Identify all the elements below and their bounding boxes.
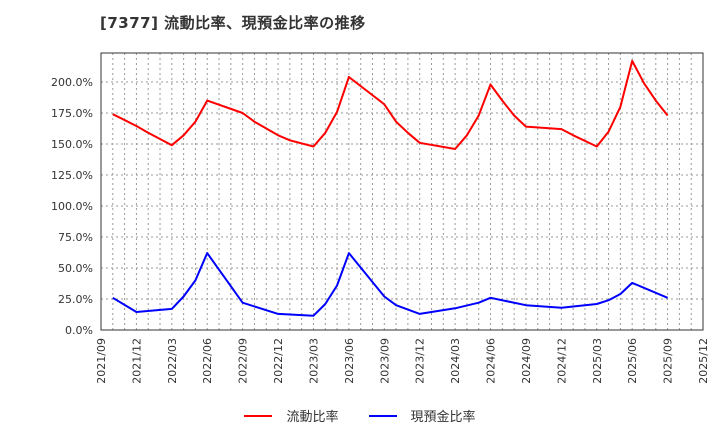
legend-label: 現預金比率 <box>410 410 476 425</box>
x-tick-label: 2023/06 <box>343 338 356 384</box>
x-tick-label: 2022/06 <box>201 338 214 384</box>
y-tick-label: 25.0% <box>58 293 93 306</box>
x-tick-label: 2023/09 <box>378 338 391 384</box>
series-line <box>112 252 668 317</box>
legend: 流動比率 現預金比率 <box>0 406 720 425</box>
y-tick-label: 125.0% <box>51 169 93 182</box>
x-tick-label: 2024/06 <box>485 338 498 384</box>
y-tick-label: 0.0% <box>65 324 93 337</box>
y-tick-label: 150.0% <box>51 138 93 151</box>
series-line <box>112 59 669 150</box>
chart-title: [7377] 流動比率、現預金比率の推移 <box>100 14 366 32</box>
x-tick-label: 2022/03 <box>166 338 179 384</box>
x-tick-label: 2021/09 <box>95 338 108 384</box>
legend-swatch-red <box>244 414 273 417</box>
y-tick-label: 100.0% <box>51 200 93 213</box>
legend-item-current-ratio: 流動比率 <box>244 406 339 425</box>
y-tick-label: 75.0% <box>58 231 93 244</box>
x-tick-label: 2025/03 <box>591 338 604 384</box>
x-tick-label: 2025/06 <box>626 338 639 384</box>
x-tick-label: 2025/09 <box>662 338 675 384</box>
x-tick-label: 2021/12 <box>130 338 143 384</box>
legend-label: 流動比率 <box>286 410 339 425</box>
x-tick-label: 2022/12 <box>272 338 285 384</box>
x-tick-label: 2024/12 <box>555 338 568 384</box>
x-tick-label: 2025/12 <box>697 338 710 384</box>
x-tick-label: 2024/03 <box>449 338 462 384</box>
legend-swatch-blue <box>368 414 397 417</box>
x-tick-label: 2023/03 <box>307 338 320 384</box>
x-tick-label: 2024/09 <box>520 338 533 384</box>
x-tick-label: 2023/12 <box>414 338 427 384</box>
y-tick-label: 175.0% <box>51 107 93 120</box>
y-tick-label: 200.0% <box>51 76 93 89</box>
y-tick-label: 50.0% <box>58 262 93 275</box>
plot-frame <box>100 52 704 331</box>
legend-item-cash-ratio: 現預金比率 <box>368 406 476 425</box>
x-tick-label: 2022/09 <box>237 338 250 384</box>
